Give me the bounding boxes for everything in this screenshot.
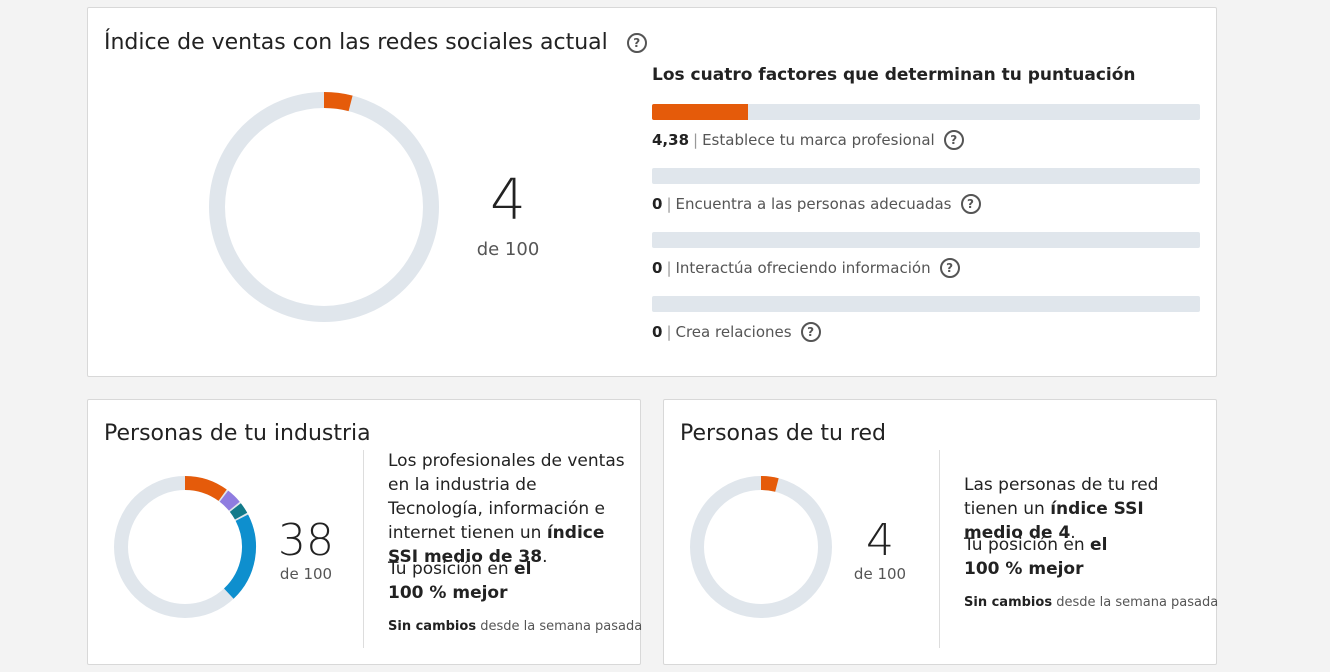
industry-score-of: de 100 <box>279 565 333 583</box>
industry-rank-bold2: 100 % mejor <box>388 583 508 603</box>
divider <box>363 450 364 648</box>
current-ssi-score: 4 <box>490 168 526 233</box>
network-title: Personas de tu red <box>680 421 886 446</box>
donut-segment <box>184 476 227 502</box>
network-rank-bold2: 100 % mejor <box>964 559 1084 579</box>
network-donut <box>690 476 832 618</box>
current-ssi-card: Índice de ventas con las redes sociales … <box>87 7 1217 377</box>
donut-score-arc <box>323 92 353 112</box>
network-score-of: de 100 <box>853 565 907 583</box>
current-ssi-score-of: de 100 <box>476 239 540 260</box>
factor-label: Interactúa ofreciendo información <box>675 259 931 277</box>
factor-separator: | <box>693 131 699 149</box>
factor-bar-relationships <box>652 296 1200 312</box>
current-ssi-donut <box>209 92 439 322</box>
donut-track <box>690 476 832 618</box>
industry-rank-bold1: el <box>514 559 532 579</box>
industry-foot-bold: Sin cambios <box>388 619 477 634</box>
help-icon[interactable]: ? <box>960 194 981 214</box>
current-ssi-title: Índice de ventas con las redes sociales … <box>104 30 608 55</box>
current-ssi-title-row: Índice de ventas con las redes sociales … <box>104 30 647 55</box>
factor-separator: | <box>666 323 672 341</box>
industry-description: Los profesionales de ventas en la indust… <box>388 449 628 569</box>
network-change-note: Sin cambios desde la semana pasada <box>964 595 1218 610</box>
donut-segment <box>229 503 248 520</box>
factor-row-find-people: 0 | Encuentra a las personas adecuadas ? <box>652 194 981 214</box>
network-description: Las personas de tu red tienen un índice … <box>964 473 1204 545</box>
donut-track <box>209 92 439 322</box>
industry-rank: Tu posición en el 100 % mejor <box>388 557 628 605</box>
factor-separator: | <box>666 195 672 213</box>
industry-rank-text: Tu posición en <box>388 559 509 579</box>
factor-row-brand: 4,38 | Establece tu marca profesional ? <box>652 130 964 150</box>
network-card: Personas de tu red 4 de 100 Las personas… <box>663 399 1218 665</box>
donut-segment <box>219 490 240 511</box>
industry-foot-text: desde la semana pasada <box>480 619 643 634</box>
help-icon[interactable]: ? <box>626 33 647 53</box>
factor-value: 0 <box>652 259 663 277</box>
network-foot-text: desde la semana pasada <box>1056 595 1219 610</box>
industry-desc-end: . <box>542 547 548 567</box>
factors-title: Los cuatro factores que determinan tu pu… <box>652 65 1136 85</box>
factor-row-engage: 0 | Interactúa ofreciendo información ? <box>652 258 960 278</box>
network-desc-end: . <box>1070 523 1076 543</box>
network-foot-bold: Sin cambios <box>964 595 1053 610</box>
network-rank-bold1: el <box>1090 535 1108 555</box>
network-desc-bold: índice SSI medio de 4 <box>964 499 1144 543</box>
factor-bar-brand <box>652 104 1200 120</box>
help-icon[interactable]: ? <box>800 322 821 342</box>
industry-score: 38 <box>278 515 334 566</box>
factor-separator: | <box>666 259 672 277</box>
industry-card: Personas de tu industria 38 de 100 Los p… <box>87 399 642 665</box>
factor-bar-find-people <box>652 168 1200 184</box>
industry-title: Personas de tu industria <box>104 421 371 446</box>
network-score: 4 <box>866 515 894 566</box>
network-desc-text: Las personas de tu red tienen un <box>964 475 1159 519</box>
donut-segment <box>223 514 256 599</box>
factor-value: 0 <box>652 323 663 341</box>
factor-label: Encuentra a las personas adecuadas <box>675 195 952 213</box>
industry-donut <box>114 476 256 618</box>
help-icon[interactable]: ? <box>939 258 960 278</box>
industry-desc-bold: índice SSI medio de 38 <box>388 523 605 567</box>
industry-desc-text: Los profesionales de ventas en la indust… <box>388 451 625 543</box>
divider <box>939 450 940 648</box>
industry-change-note: Sin cambios desde la semana pasada <box>388 619 642 634</box>
factor-label: Establece tu marca profesional <box>702 131 935 149</box>
factor-row-relationships: 0 | Crea relaciones ? <box>652 322 821 342</box>
factor-bar-engage <box>652 232 1200 248</box>
factor-label: Crea relaciones <box>675 323 792 341</box>
donut-score-arc <box>760 476 779 492</box>
network-rank-text: Tu posición en <box>964 535 1085 555</box>
help-icon[interactable]: ? <box>943 130 964 150</box>
network-rank: Tu posición en el 100 % mejor <box>964 533 1204 581</box>
factor-value: 4,38 <box>652 131 690 149</box>
factor-bar-fill <box>652 104 748 120</box>
factor-value: 0 <box>652 195 663 213</box>
